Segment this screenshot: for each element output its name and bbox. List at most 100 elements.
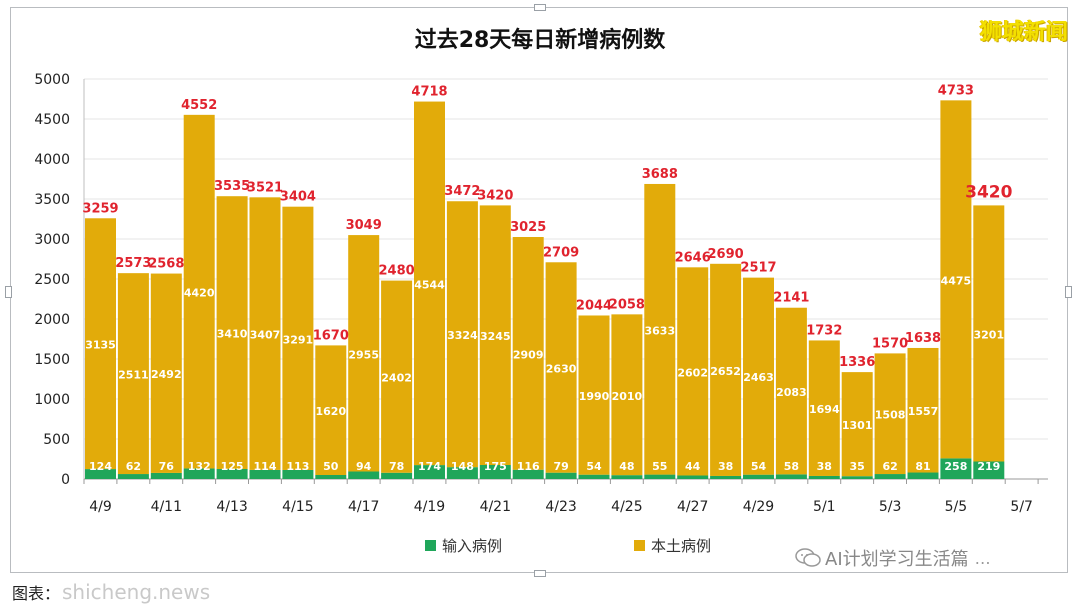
data-label-total: 2709: [543, 245, 579, 260]
bar-imported: [381, 472, 413, 479]
x-tick-label: 5/1: [813, 499, 836, 515]
bar-local: [611, 314, 643, 476]
data-label-imported: 148: [451, 460, 474, 473]
data-label-local: 3324: [447, 329, 478, 342]
bar-imported: [775, 474, 807, 479]
bar-local: [249, 197, 281, 470]
data-label-imported: 48: [619, 460, 634, 473]
brand-logo: 狮城新闻: [979, 20, 1068, 45]
y-tick-label: 1500: [34, 352, 70, 368]
bar-imported: [644, 474, 676, 479]
bar-local: [973, 205, 1005, 462]
bar-imported: [117, 474, 149, 479]
bar-local: [85, 218, 116, 470]
data-label-total: 3688: [642, 167, 678, 182]
bar-local: [940, 100, 972, 459]
data-label-total: 3404: [280, 190, 316, 205]
source-note: 图表： shicheng.news: [12, 580, 210, 604]
data-label-total: 3535: [214, 179, 250, 194]
data-label-imported: 62: [126, 460, 141, 473]
bar-imported: [841, 476, 873, 479]
data-label-imported: 54: [586, 460, 602, 473]
bar-imported: [216, 469, 248, 479]
x-tick-label: 4/21: [480, 499, 511, 515]
resize-handle-bottom[interactable]: [534, 570, 546, 577]
bar-local: [150, 273, 182, 473]
data-label-imported: 132: [188, 460, 211, 473]
bar-imported: [578, 474, 610, 479]
data-label-total: 4733: [938, 83, 974, 98]
bar-imported: [348, 471, 380, 479]
data-label-local: 2463: [743, 371, 774, 384]
x-tick-label: 4/27: [677, 499, 708, 515]
legend-swatch-local: [634, 540, 645, 551]
legend: 输入病例 本土病例: [0, 535, 1080, 557]
data-label-total: 4552: [181, 98, 217, 113]
bar-local: [216, 196, 248, 469]
data-label-imported: 76: [159, 460, 175, 473]
data-label-total: 1336: [839, 355, 875, 370]
data-label-imported: 50: [323, 460, 339, 473]
data-label-imported: 38: [817, 460, 832, 473]
data-label-total: 1638: [905, 331, 941, 346]
bar-imported: [249, 469, 281, 479]
x-tick-label: 5/7: [1010, 499, 1033, 515]
bar-imported: [85, 469, 116, 479]
data-label-total: 3420: [477, 188, 513, 203]
bar-imported: [940, 458, 972, 479]
data-label-imported: 116: [517, 460, 540, 473]
legend-label-imported: 输入病例: [442, 537, 503, 555]
bar-imported: [808, 475, 840, 479]
chart-svg: 0 500 1000 1500 2000 2500 3000 3500 4000 4500 5000…: [34, 72, 1048, 515]
x-tick-label: 5/5: [945, 499, 968, 515]
data-label-imported: 124: [89, 460, 112, 473]
data-label-total: 2141: [773, 291, 809, 306]
data-label-imported: 219: [977, 460, 1000, 473]
data-label-local: 2083: [776, 386, 807, 399]
resize-handle-right[interactable]: [1065, 286, 1072, 298]
bar-local: [775, 307, 807, 475]
resize-handle-left[interactable]: [5, 286, 12, 298]
data-label-imported: 94: [356, 460, 372, 473]
data-label-imported: 58: [784, 460, 799, 473]
y-tick-label: 3500: [34, 192, 70, 208]
bar-imported: [414, 465, 445, 479]
data-label-total: 3259: [82, 201, 118, 216]
bar-imported: [545, 472, 577, 479]
data-label-total: 3025: [510, 220, 546, 235]
bar-imported: [315, 475, 347, 479]
bar-local: [479, 205, 511, 465]
data-label-imported: 175: [484, 460, 507, 473]
x-tick-label: 4/11: [151, 499, 182, 515]
bar-local: [644, 183, 676, 475]
x-tick-label: 4/15: [282, 499, 313, 515]
bar-imported: [479, 465, 511, 479]
x-tick-label: 4/17: [348, 499, 379, 515]
bar-local: [841, 372, 873, 477]
data-label-total: 2568: [148, 257, 184, 272]
y-tick-label: 3000: [34, 232, 70, 248]
data-label-imported: 174: [418, 460, 441, 473]
bar-imported: [446, 467, 478, 479]
bar-local: [414, 101, 445, 466]
bar-local: [808, 340, 840, 476]
resize-handle-top[interactable]: [534, 4, 546, 11]
x-tick-label: 5/3: [879, 499, 902, 515]
x-tick-label: 4/29: [743, 499, 774, 515]
data-label-local: 3135: [85, 339, 116, 352]
bar-imported: [874, 474, 906, 479]
bar-local: [381, 280, 413, 473]
data-label-local: 1990: [579, 390, 610, 403]
data-label-imported: 125: [221, 460, 244, 473]
bar-local: [446, 201, 478, 468]
data-label-total: 1570: [872, 336, 908, 351]
data-label-local: 2511: [118, 369, 149, 382]
data-label-local: 3291: [283, 333, 314, 346]
legend-item-imported: 输入病例: [425, 535, 502, 556]
y-tick-label: 4500: [34, 112, 70, 128]
data-label-imported: 55: [652, 460, 667, 473]
wechat-watermark: AI计划学习生活篇 …: [795, 545, 991, 571]
y-tick-label: 5000: [34, 72, 70, 88]
data-label-total: 2517: [740, 261, 776, 276]
data-label-total: 4718: [411, 85, 447, 100]
